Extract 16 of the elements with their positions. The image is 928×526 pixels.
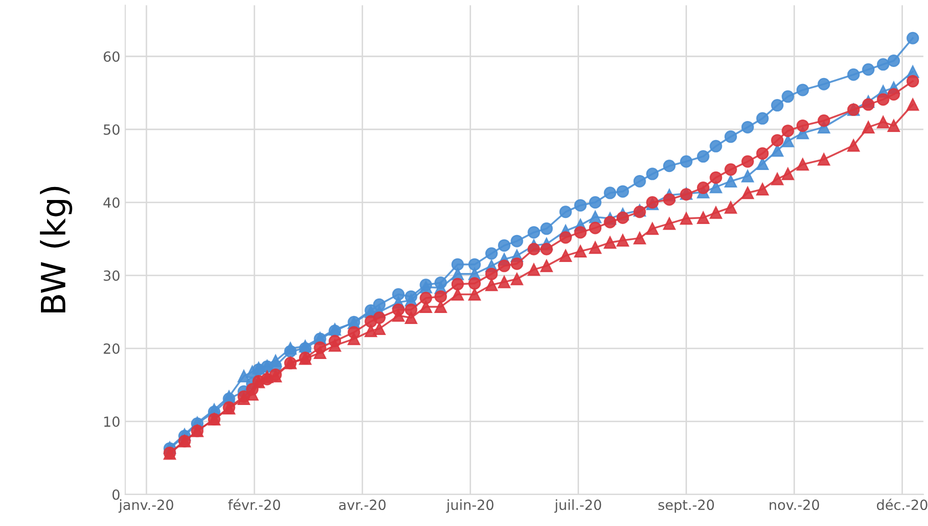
x-tick-label: juil.-20 [554, 499, 602, 513]
x-tick-label: janv.-20 [118, 499, 174, 513]
x-tick-label: sept.-20 [658, 500, 714, 513]
x-tick-label: déc.-20 [876, 498, 928, 510]
y-tick-label: 40 [103, 197, 120, 208]
x-tick-label: févr.-20 [228, 498, 280, 510]
y-axis-title: BW (kg) [40, 186, 72, 312]
y-tick-label: 60 [104, 51, 120, 62]
y-tick-label: 0 [112, 489, 120, 500]
y-tick-label: 30 [104, 270, 120, 281]
x-tick-label: nov.-20 [770, 500, 820, 510]
y-tick-label: 20 [104, 343, 120, 354]
x-tick-label: juin-20 [446, 499, 494, 513]
y-tick-label: 50 [104, 124, 120, 135]
y-tick-label: 10 [104, 416, 120, 427]
x-tick-label: avr.-20 [339, 500, 386, 510]
